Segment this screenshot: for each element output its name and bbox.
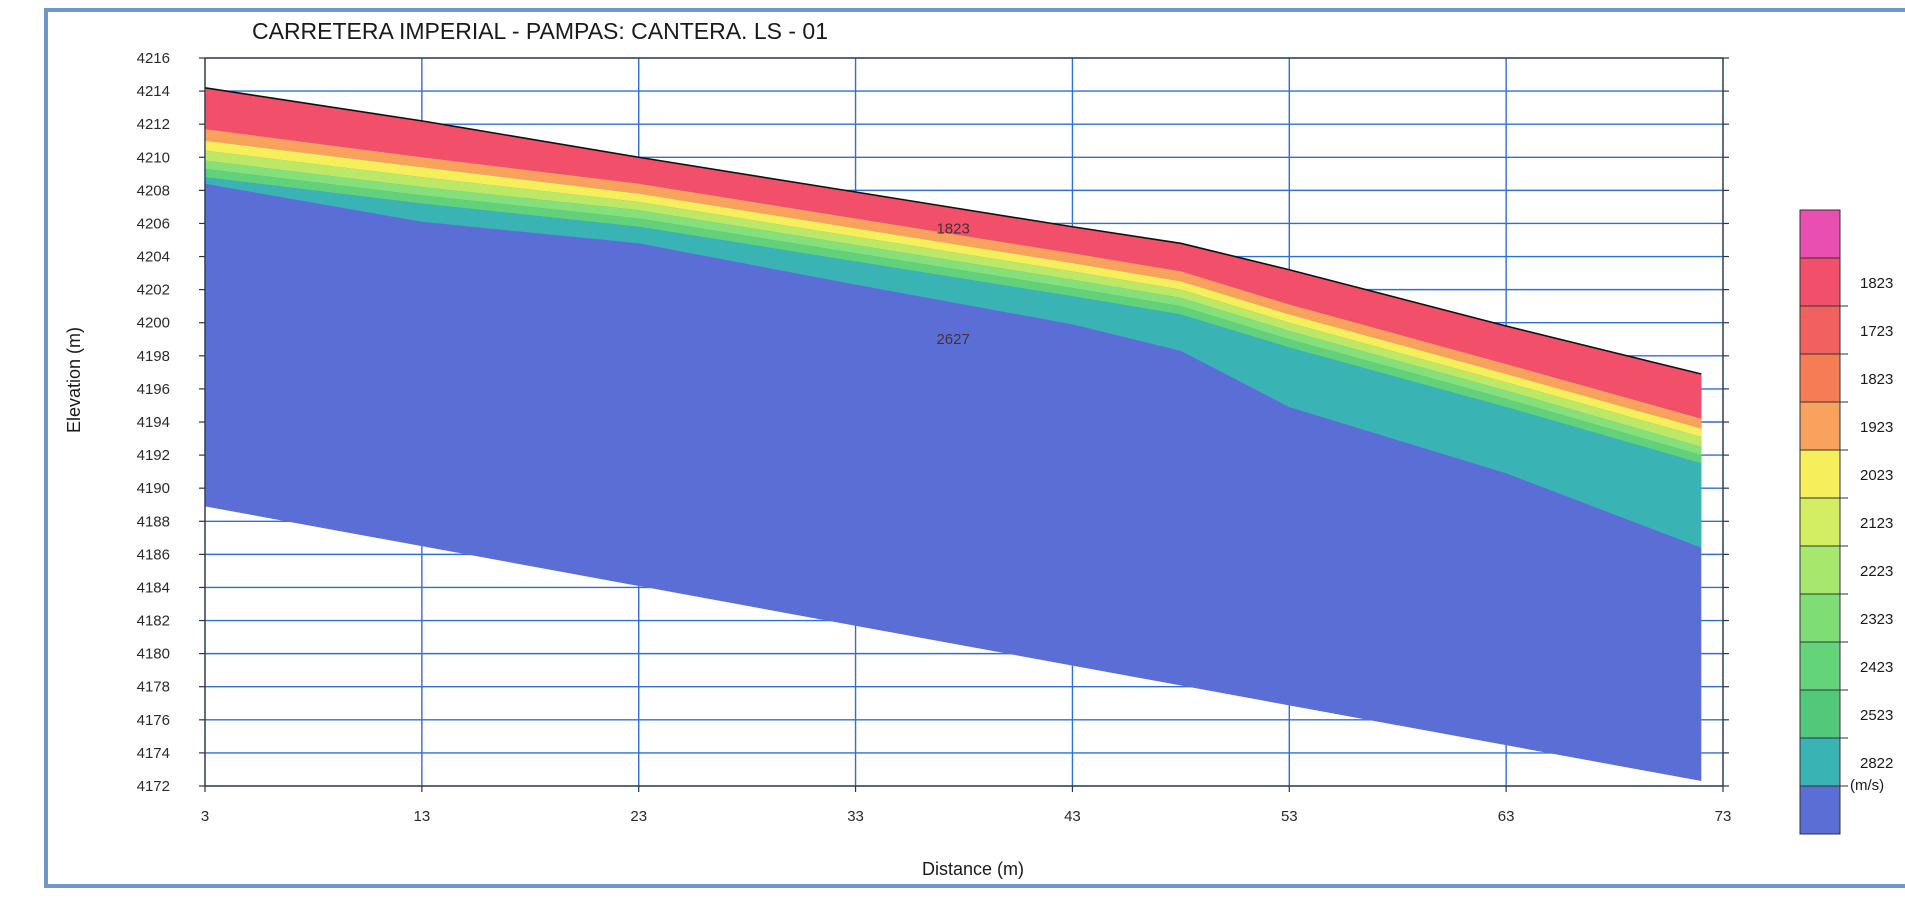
y-tick-label: 4208 [137,182,170,199]
legend-swatch [1799,353,1841,403]
legend-label: 2822 [1860,755,1893,772]
layer-deep-body [205,87,1702,782]
legend-label: 1923 [1860,419,1893,436]
legend-swatch [1799,641,1841,691]
y-tick-label: 4178 [137,679,170,696]
y-tick-label: 4184 [137,579,170,596]
contour-label: 1823 [936,220,969,237]
legend-label: 2223 [1860,563,1893,580]
x-axis-ticks: 3 13 23 33 43 53 63 73 [201,786,1732,825]
y-axis-label: Elevation (m) [64,327,84,433]
x-tick-label: 43 [1064,808,1081,825]
legend-swatch [1799,689,1841,739]
y-tick-label: 4216 [137,50,170,67]
y-tick-label: 4176 [137,712,170,729]
x-axis-label: Distance (m) [922,859,1024,879]
y-tick-label: 4190 [137,480,170,497]
y-tick-label: 4210 [137,149,170,166]
legend-label: 2423 [1860,659,1893,676]
x-tick-label: 13 [414,808,431,825]
contour-label: 2627 [936,331,969,348]
x-tick-label: 73 [1715,808,1732,825]
y-tick-label: 4192 [137,447,170,464]
legend-unit: (m/s) [1850,777,1884,794]
y-tick-label: 4188 [137,513,170,530]
legend-label: 1723 [1860,323,1893,340]
legend-swatch [1799,209,1841,259]
y-tick-label: 4194 [137,414,170,431]
legend-swatch [1799,401,1841,451]
legend-swatch [1799,593,1841,643]
y-tick-label: 4202 [137,282,170,299]
legend-label: 1823 [1860,371,1893,388]
y-tick-label: 4186 [137,546,170,563]
y-tick-label: 4180 [137,646,170,663]
y-tick-label: 4204 [137,249,170,266]
legend-label: 2123 [1860,515,1893,532]
y-axis-ticks: 4216 4214 4212 4210 4208 4206 4204 4202 4200 4198… [137,50,1729,795]
legend-swatch [1799,785,1841,835]
velocity-layers [204,86,1702,782]
legend-swatch [1799,449,1841,499]
y-tick-label: 4200 [137,315,170,332]
layer-1823 [205,87,1702,419]
legend-label: 2523 [1860,707,1893,724]
legend-swatch [1799,545,1841,595]
x-tick-label: 3 [201,808,209,825]
legend-label: 2323 [1860,611,1893,628]
ground-surface-line [204,86,1702,375]
y-tick-label: 4206 [137,215,170,232]
x-tick-label: 23 [630,808,647,825]
legend-swatch [1799,257,1841,307]
chart-title: CARRETERA IMPERIAL - PAMPAS: CANTERA. LS… [252,18,828,44]
legend-swatch [1799,737,1841,787]
y-tick-label: 4212 [137,116,170,133]
y-tick-label: 4174 [137,745,170,762]
x-tick-label: 33 [847,808,864,825]
x-tick-label: 63 [1498,808,1515,825]
y-tick-label: 4182 [137,613,170,630]
legend-swatch [1799,497,1841,547]
y-tick-label: 4214 [137,83,170,100]
legend-label: 2023 [1860,467,1893,484]
contour-annotations: 1823 2627 [936,220,969,348]
y-tick-label: 4196 [137,381,170,398]
y-tick-label: 4172 [137,778,170,795]
y-tick-label: 4198 [137,348,170,365]
legend-swatch [1799,305,1841,355]
x-tick-label: 53 [1281,808,1298,825]
legend-label: 1823 [1860,275,1893,292]
legend: 1823 1723 1823 1923 2023 2123 2223 2323 2423 2523… [1799,209,1893,835]
